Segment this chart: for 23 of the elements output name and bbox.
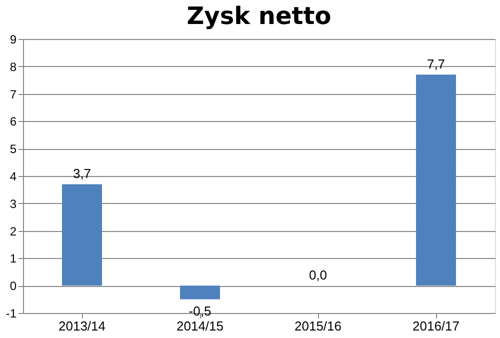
y-tick-label: 8 bbox=[10, 60, 17, 74]
data-label: -0,5 bbox=[188, 303, 212, 318]
x-tick-label: 2015/16 bbox=[294, 318, 342, 334]
bar bbox=[416, 74, 456, 286]
y-tick-label: -1 bbox=[6, 306, 17, 320]
y-tick-label: 3 bbox=[10, 196, 17, 211]
chart-title: Zysk netto bbox=[186, 2, 332, 30]
data-label: 3,7 bbox=[72, 166, 92, 182]
y-tick-label: 1 bbox=[10, 252, 17, 266]
x-tick-label: 2014/15 bbox=[176, 318, 224, 334]
y-tick-label: 6 bbox=[10, 114, 17, 129]
bar bbox=[180, 286, 220, 300]
x-tick-label: 2016/17 bbox=[412, 318, 460, 334]
y-tick-label: 2 bbox=[10, 224, 17, 238]
y-tick-label: 5 bbox=[10, 142, 17, 156]
y-tick-label: 9 bbox=[10, 32, 17, 46]
data-label: 7,7 bbox=[426, 56, 446, 72]
data-label: 0,0 bbox=[308, 268, 328, 283]
bar bbox=[62, 184, 102, 286]
y-tick-label: 0 bbox=[10, 279, 17, 294]
y-tick-label: 4 bbox=[10, 170, 17, 184]
x-tick-label: 2013/14 bbox=[58, 318, 106, 334]
y-tick-label: 7 bbox=[10, 87, 17, 102]
